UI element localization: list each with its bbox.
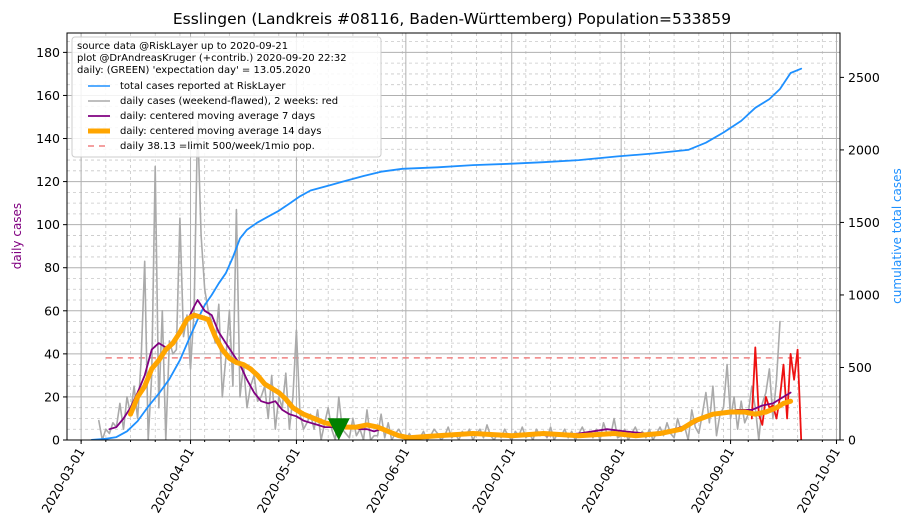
legend-label-ma14: daily: centered moving average 14 days (120, 126, 321, 137)
y-tick-label-left: 180 (36, 45, 60, 60)
legend-header-line: daily: (GREEN) 'expectation day' = 13.05… (77, 65, 311, 76)
legend-label-limit: daily 38.13 =limit 500/week/1mio pop. (120, 141, 315, 152)
y-tick-label-right: 2500 (848, 70, 880, 85)
y-tick-label-left: 120 (36, 174, 60, 189)
plot-frame (66, 32, 841, 441)
y-tick-label-left: 40 (44, 346, 60, 361)
y-tick-label-left: 100 (36, 217, 60, 232)
y-axis-label-left: daily cases (10, 203, 24, 269)
series-layer (90, 67, 803, 440)
legend-header-line: source data @RiskLayer up to 2020-09-21 (77, 41, 288, 52)
legend-box (71, 36, 382, 158)
y-tick-label-right: 2000 (848, 142, 880, 157)
y-tick-label-right: 500 (848, 360, 872, 375)
legend-label-daily-raw: daily cases (weekend-flawed), 2 weeks: r… (120, 96, 338, 107)
series-total (90, 67, 803, 440)
marker-layer (327, 418, 350, 441)
y-tick-label-left: 140 (36, 131, 60, 146)
legend-label-total: total cases reported at RiskLayer (120, 81, 286, 92)
y-tick-label-left: 20 (44, 389, 60, 404)
plot-area (90, 67, 803, 440)
y-tick-label-left: 80 (44, 260, 60, 275)
y-tick-label-left: 160 (36, 88, 60, 103)
y-tick-label-right: 1000 (848, 287, 880, 302)
y-tick-label-right: 1500 (848, 215, 880, 230)
y-tick-label-right: 0 (848, 433, 856, 448)
legend: source data @RiskLayer up to 2020-09-21 … (71, 36, 382, 158)
expectation-day-marker (327, 418, 350, 441)
series-daily-recent (750, 346, 803, 440)
y-tick-label-left: 0 (52, 433, 60, 448)
chart-title: Esslingen (Landkreis #08116, Baden-Württ… (173, 10, 731, 28)
series-ma14 (128, 312, 794, 440)
y-axis-label-right: cumulative total cases (890, 168, 904, 304)
y-tick-label-left: 60 (44, 303, 60, 318)
legend-header-line: plot @DrAndreasKruger (+contrib.) 2020-0… (77, 53, 347, 64)
legend-label-ma7: daily: centered moving average 7 days (120, 111, 315, 122)
